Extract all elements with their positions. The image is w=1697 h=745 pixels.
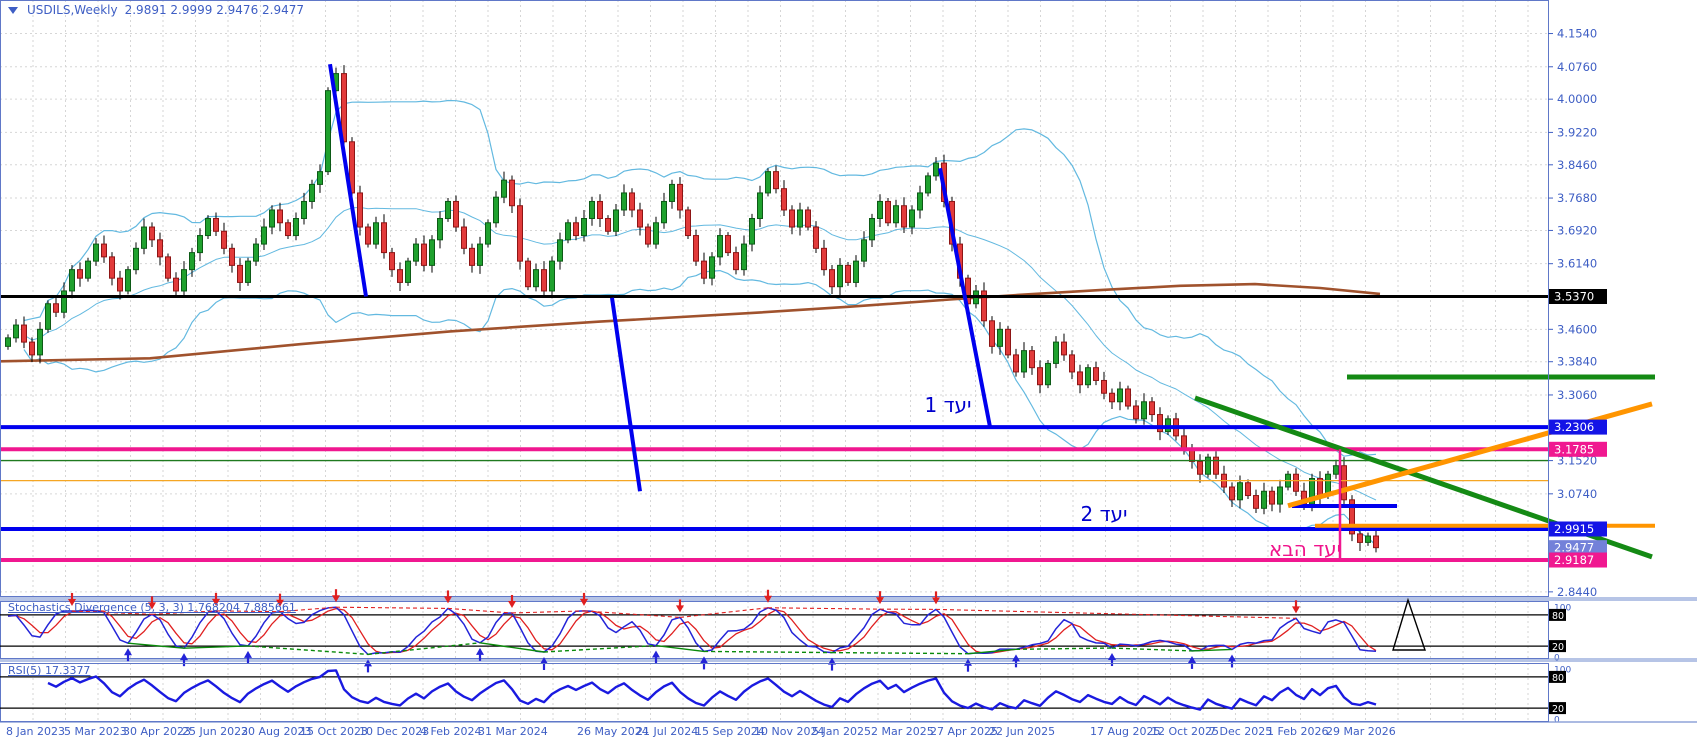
- svg-text:5 Jan 2025: 5 Jan 2025: [812, 725, 871, 738]
- svg-text:3.3840: 3.3840: [1557, 355, 1597, 369]
- bollinger-bands: [23, 99, 1377, 547]
- svg-text:4.0760: 4.0760: [1557, 60, 1597, 74]
- svg-text:3.1785: 3.1785: [1554, 442, 1594, 456]
- svg-text:20: 20: [1552, 642, 1564, 653]
- svg-text:3.1520: 3.1520: [1557, 454, 1597, 468]
- svg-text:26 May 2024: 26 May 2024: [577, 725, 649, 738]
- svg-text:3.8460: 3.8460: [1557, 158, 1597, 172]
- svg-text:3.3060: 3.3060: [1557, 388, 1597, 402]
- quote-values: 2.9891 2.9999 2.9476 2.9477: [124, 3, 305, 17]
- svg-text:20 Aug 2023: 20 Aug 2023: [241, 725, 311, 738]
- svg-text:29 Mar 2026: 29 Mar 2026: [1326, 725, 1396, 738]
- svg-text:80: 80: [1552, 611, 1564, 622]
- svg-text:100: 100: [1554, 604, 1571, 614]
- svg-text:2.8440: 2.8440: [1557, 585, 1597, 599]
- svg-text:3.6140: 3.6140: [1557, 257, 1597, 271]
- svg-text:2.9477: 2.9477: [1554, 541, 1594, 555]
- svg-text:10 Dec 2023: 10 Dec 2023: [359, 725, 429, 738]
- svg-text:3.9220: 3.9220: [1557, 125, 1597, 139]
- panel-splitters[interactable]: [0, 597, 1697, 723]
- svg-text:100: 100: [1554, 666, 1571, 676]
- symbol-dropdown-icon[interactable]: [8, 6, 18, 14]
- svg-text:3.2306: 3.2306: [1554, 420, 1594, 434]
- svg-text:3.5370: 3.5370: [1554, 290, 1594, 304]
- svg-text:31 Mar 2024: 31 Mar 2024: [478, 725, 548, 738]
- svg-text:15 Sep 2024: 15 Sep 2024: [695, 725, 765, 738]
- svg-text:25 Jun 2023: 25 Jun 2023: [182, 725, 248, 738]
- svg-text:4.0000: 4.0000: [1557, 92, 1597, 106]
- svg-text:22 Jun 2025: 22 Jun 2025: [989, 725, 1055, 738]
- divergence-marks: [68, 589, 1300, 673]
- grid-layer: [0, 0, 1548, 721]
- chart-objects: יעד 1 יעד 2 יעד הבא: [0, 63, 1655, 563]
- svg-text:7 Dec 2025: 7 Dec 2025: [1209, 725, 1272, 738]
- svg-text:10 Nov 2024: 10 Nov 2024: [754, 725, 824, 738]
- svg-text:15 Oct 2023: 15 Oct 2023: [300, 725, 368, 738]
- svg-text:8 Jan 2023: 8 Jan 2023: [6, 725, 65, 738]
- svg-text:3.6920: 3.6920: [1557, 223, 1597, 237]
- svg-text:27 Apr 2025: 27 Apr 2025: [930, 725, 998, 738]
- svg-text:2 Mar 2025: 2 Mar 2025: [871, 725, 934, 738]
- svg-text:יעד הבא: יעד הבא: [1269, 537, 1341, 561]
- main-plot-border: [0, 0, 1549, 597]
- svg-text:5 Mar 2023: 5 Mar 2023: [64, 725, 127, 738]
- svg-text:17 Aug 2025: 17 Aug 2025: [1090, 725, 1160, 738]
- stochastic-panel[interactable]: [0, 597, 1549, 659]
- svg-text:יעד 1: יעד 1: [924, 393, 971, 417]
- candles-layer: [5, 65, 1379, 553]
- rsi-panel[interactable]: [0, 663, 1549, 722]
- divergence-triangle: [1392, 597, 1426, 651]
- svg-text:2.9915: 2.9915: [1554, 522, 1594, 536]
- svg-text:20: 20: [1552, 704, 1564, 715]
- svg-text:21 Jul 2024: 21 Jul 2024: [636, 725, 698, 738]
- svg-text:3.4600: 3.4600: [1557, 322, 1597, 336]
- svg-text:4 Feb 2024: 4 Feb 2024: [420, 725, 481, 738]
- price-axis[interactable]: 4.1540 4.0760 4.0000 3.9220 3.8460 3.7680 3.69…: [1548, 27, 1607, 726]
- svg-text:30 Apr 2023: 30 Apr 2023: [123, 725, 191, 738]
- svg-text:2.9187: 2.9187: [1554, 553, 1594, 567]
- ma-long-line: [0, 282, 1381, 363]
- svg-text:יעד 2: יעד 2: [1080, 502, 1127, 526]
- symbol-label: USDILS,Weekly: [27, 3, 118, 17]
- stochastic-indicator-label: Stochastics Divergence (5, 3, 3) 1.76820…: [8, 601, 296, 614]
- svg-text:1 Feb 2026: 1 Feb 2026: [1267, 725, 1328, 738]
- svg-text:3.0740: 3.0740: [1557, 487, 1597, 501]
- svg-text:3.7680: 3.7680: [1557, 191, 1597, 205]
- chart-title: USDILS,Weekly 2.9891 2.9999 2.9476 2.947…: [8, 3, 304, 17]
- svg-text:4.1540: 4.1540: [1557, 27, 1597, 41]
- svg-text:0: 0: [1554, 716, 1560, 726]
- rsi-indicator-label: RSI(5) 17.3377: [8, 664, 91, 677]
- svg-text:80: 80: [1552, 673, 1564, 684]
- svg-text:12 Oct 2025: 12 Oct 2025: [1151, 725, 1219, 738]
